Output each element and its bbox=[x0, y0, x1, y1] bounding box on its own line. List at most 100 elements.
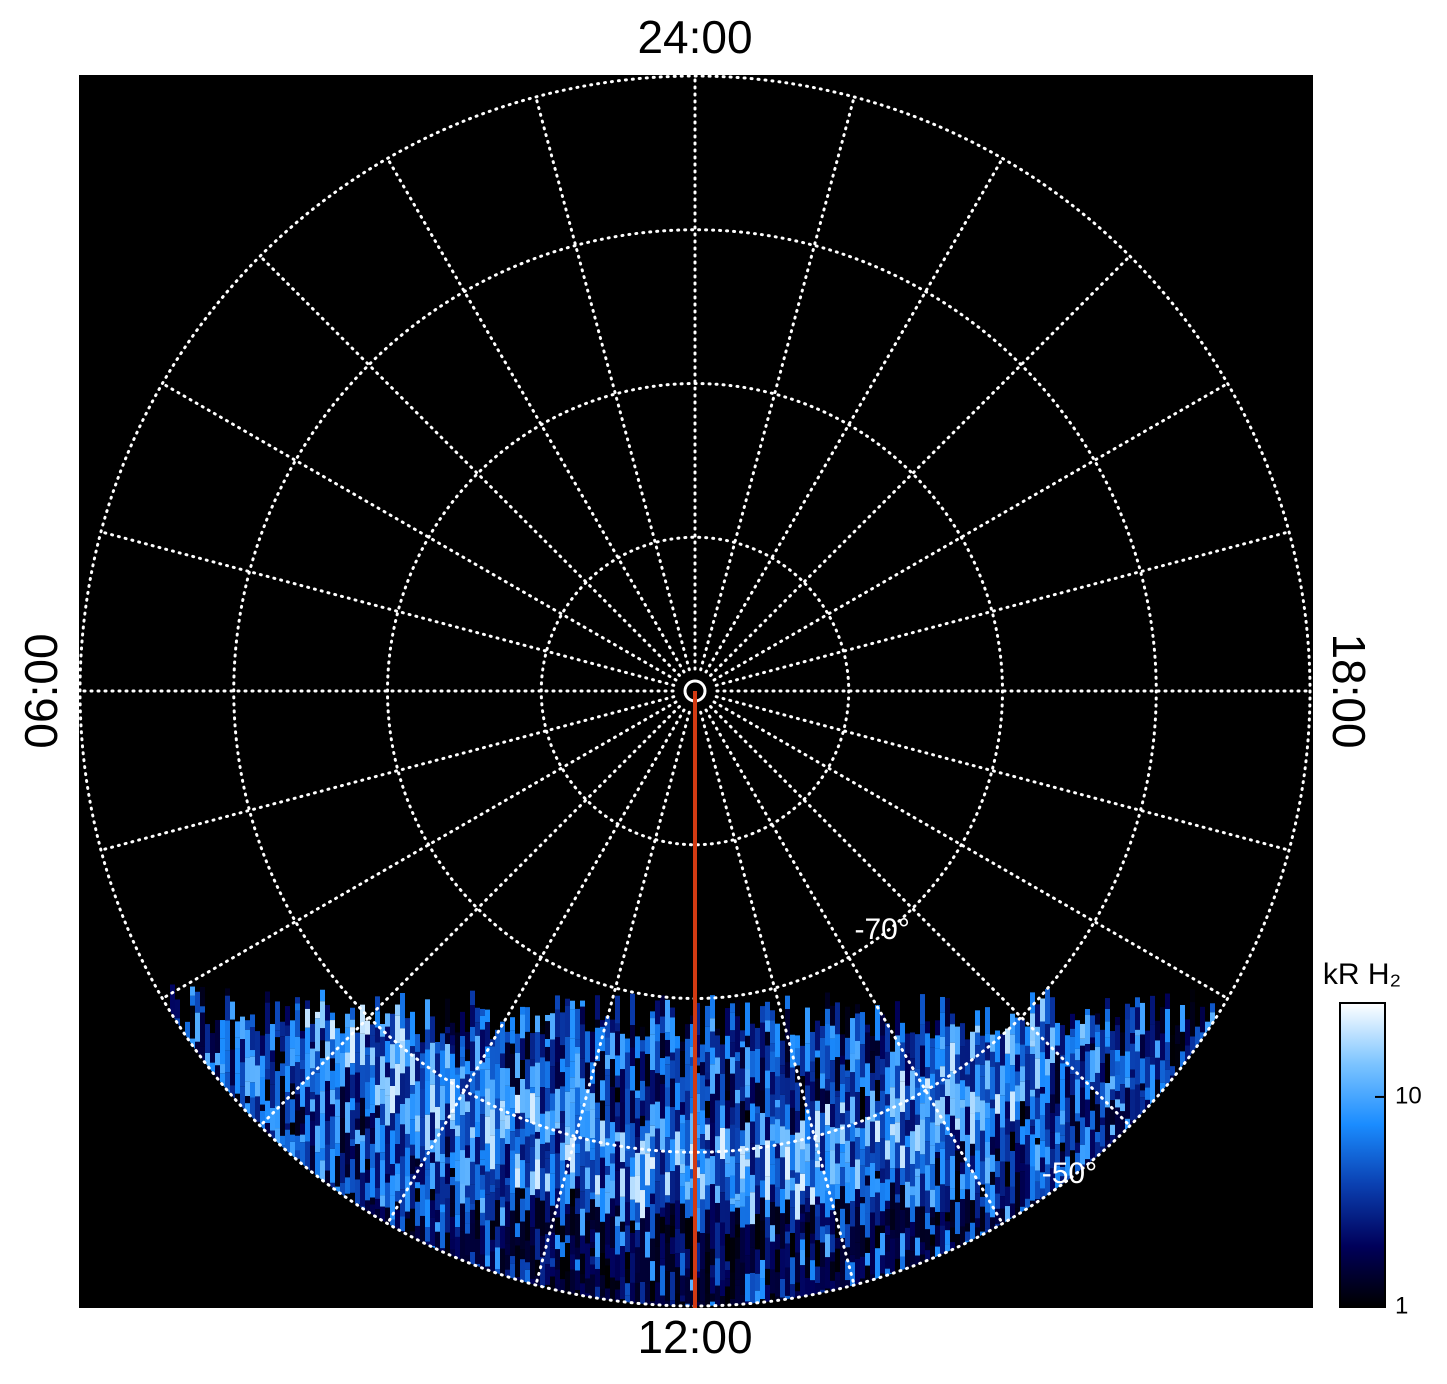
emission-pixel bbox=[920, 994, 925, 1025]
emission-pixel bbox=[410, 1208, 415, 1232]
emission-pixel bbox=[595, 1061, 600, 1095]
emission-pixel bbox=[575, 1143, 580, 1154]
emission-pixel bbox=[475, 1238, 480, 1264]
emission-pixel bbox=[315, 1308, 320, 1316]
emission-pixel bbox=[690, 1024, 695, 1047]
emission-pixel bbox=[435, 1161, 440, 1194]
emission-pixel bbox=[725, 1058, 730, 1091]
emission-pixel bbox=[1030, 1046, 1035, 1055]
emission-pixel bbox=[900, 1310, 905, 1325]
emission-pixel bbox=[880, 1074, 885, 1091]
emission-pixel bbox=[310, 1111, 315, 1121]
emission-pixel bbox=[635, 1282, 640, 1306]
emission-pixel bbox=[765, 1045, 770, 1071]
emission-pixel bbox=[735, 1279, 740, 1286]
emission-pixel bbox=[845, 1037, 850, 1060]
emission-pixel bbox=[705, 1117, 710, 1125]
emission-pixel bbox=[475, 1022, 480, 1036]
emission-pixel bbox=[270, 1108, 275, 1131]
emission-pixel bbox=[460, 1094, 465, 1116]
emission-pixel bbox=[730, 1175, 735, 1199]
emission-pixel bbox=[1070, 1053, 1075, 1075]
emission-pixel bbox=[1090, 1050, 1095, 1083]
emission-pixel bbox=[320, 1040, 325, 1059]
emission-pixel bbox=[595, 1094, 600, 1103]
emission-pixel bbox=[525, 1240, 530, 1263]
emission-pixel bbox=[520, 1259, 525, 1284]
emission-pixel bbox=[540, 1113, 545, 1144]
emission-pixel bbox=[570, 1061, 575, 1078]
emission-pixel bbox=[190, 995, 195, 1006]
emission-pixel bbox=[450, 1078, 455, 1114]
emission-pixel bbox=[780, 1248, 785, 1279]
emission-pixel bbox=[890, 1087, 895, 1118]
emission-pixel bbox=[625, 1124, 630, 1151]
emission-pixel bbox=[700, 1062, 705, 1076]
emission-pixel bbox=[595, 1257, 600, 1269]
emission-pixel bbox=[715, 1185, 720, 1203]
emission-pixel bbox=[695, 1207, 700, 1232]
emission-pixel bbox=[1060, 1305, 1065, 1306]
emission-pixel bbox=[800, 1204, 805, 1214]
emission-pixel bbox=[600, 1221, 605, 1254]
emission-pixel bbox=[440, 1176, 445, 1205]
emission-pixel bbox=[350, 1074, 355, 1099]
emission-pixel bbox=[315, 1094, 320, 1126]
emission-pixel bbox=[580, 1208, 585, 1236]
emission-pixel bbox=[565, 1271, 570, 1297]
emission-pixel bbox=[455, 1307, 460, 1337]
emission-pixel bbox=[470, 1203, 475, 1210]
emission-pixel bbox=[575, 1188, 580, 1199]
emission-pixel bbox=[970, 1031, 975, 1059]
emission-pixel bbox=[980, 1064, 985, 1077]
emission-pixel bbox=[630, 1282, 635, 1306]
emission-pixel bbox=[625, 1202, 630, 1226]
emission-pixel bbox=[400, 1028, 405, 1041]
emission-pixel bbox=[570, 1188, 575, 1207]
emission-pixel bbox=[430, 1152, 435, 1163]
emission-pixel bbox=[565, 1005, 570, 1037]
emission-pixel bbox=[640, 1218, 645, 1253]
emission-pixel bbox=[395, 1043, 400, 1064]
emission-pixel bbox=[690, 1216, 695, 1247]
emission-pixel bbox=[805, 1257, 810, 1278]
emission-pixel bbox=[740, 1041, 745, 1048]
emission-pixel bbox=[615, 995, 620, 1024]
emission-pixel bbox=[765, 1088, 770, 1118]
emission-pixel bbox=[670, 1171, 675, 1204]
emission-pixel bbox=[280, 1101, 285, 1136]
emission-pixel bbox=[865, 1116, 870, 1147]
emission-pixel bbox=[335, 1063, 340, 1088]
emission-pixel bbox=[535, 1138, 540, 1160]
emission-pixel bbox=[1055, 1070, 1060, 1104]
emission-pixel bbox=[590, 1229, 595, 1243]
emission-pixel bbox=[680, 1173, 685, 1187]
emission-pixel bbox=[875, 1171, 880, 1179]
emission-pixel bbox=[505, 1243, 510, 1255]
emission-pixel bbox=[755, 1185, 760, 1214]
emission-pixel bbox=[630, 1176, 635, 1200]
emission-pixel bbox=[300, 1134, 305, 1143]
emission-pixel bbox=[610, 1163, 615, 1181]
emission-pixel bbox=[970, 1058, 975, 1092]
emission-pixel bbox=[820, 1112, 825, 1134]
emission-pixel bbox=[765, 1140, 770, 1177]
emission-pixel bbox=[870, 1072, 875, 1091]
emission-pixel bbox=[580, 1058, 585, 1079]
emission-pixel bbox=[695, 1002, 700, 1036]
emission-pixel bbox=[660, 1058, 665, 1075]
emission-pixel bbox=[590, 1192, 595, 1200]
emission-pixel bbox=[515, 1136, 520, 1154]
emission-pixel bbox=[715, 1057, 720, 1074]
emission-pixel bbox=[895, 1001, 900, 1036]
emission-pixel bbox=[685, 1064, 690, 1091]
emission-pixel bbox=[710, 995, 715, 1019]
emission-pixel bbox=[500, 1248, 505, 1280]
emission-pixel bbox=[615, 1141, 620, 1171]
emission-pixel bbox=[430, 1042, 435, 1071]
emission-pixel bbox=[830, 1060, 835, 1083]
emission-pixel bbox=[445, 1157, 450, 1164]
emission-pixel bbox=[850, 1072, 855, 1097]
emission-pixel bbox=[740, 1030, 745, 1042]
latitude-label: -70° bbox=[855, 913, 910, 946]
